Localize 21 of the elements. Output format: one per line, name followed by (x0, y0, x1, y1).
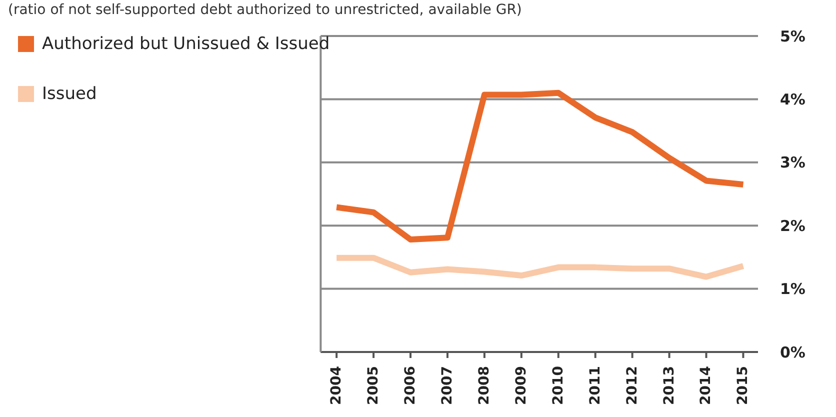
legend-label: Authorized but Unissued & Issued (42, 34, 330, 54)
x-tick-label: 2004 (328, 366, 345, 405)
x-tick-label: 2010 (550, 366, 566, 405)
y-tick-label: 2% (780, 216, 806, 235)
y-tick-label: 3% (780, 154, 806, 172)
chart-subtitle: (ratio of not self-supported debt authorized to unrestricted, available GR) (8, 2, 523, 20)
x-tick-label: 2006 (402, 366, 419, 405)
y-tick-label: 4% (780, 90, 806, 109)
x-tick-label: 2013 (661, 366, 678, 405)
y-tick-label: 1% (780, 280, 806, 298)
x-tick-label: 2008 (476, 366, 492, 405)
y-tick-label: 5% (780, 27, 806, 46)
x-tick-label: 2015 (735, 366, 752, 405)
y-tick-label: 0% (780, 343, 806, 362)
x-tick-label: 2012 (624, 366, 640, 405)
x-tick-label: 2011 (587, 366, 604, 405)
x-tick-label: 2005 (366, 366, 382, 405)
x-tick-label: 2014 (698, 366, 714, 405)
legend-label: Issued (42, 84, 97, 104)
x-tick-label: 2009 (513, 366, 530, 405)
x-tick-label: 2007 (439, 366, 456, 405)
